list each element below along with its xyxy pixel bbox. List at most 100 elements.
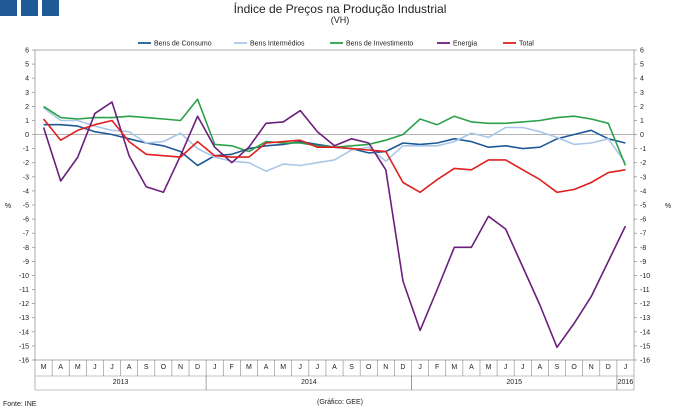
month-label: D xyxy=(606,364,611,371)
y-tick-label-right: -11 xyxy=(640,287,650,294)
month-label: A xyxy=(538,364,543,371)
series-line-energia xyxy=(42,101,627,349)
legend-label: Bens de Consumo xyxy=(154,41,212,48)
month-label: J xyxy=(299,364,303,371)
logo-block-2 xyxy=(21,0,38,16)
y-tick-label-right: -14 xyxy=(640,329,650,336)
y-tick-label-right: 2 xyxy=(640,104,644,111)
y-tick-label-left: -8 xyxy=(23,245,29,252)
y-tick-label-left: -10 xyxy=(19,273,29,280)
y-tick-label-left: 5 xyxy=(25,62,29,69)
y-tick-label-left: 4 xyxy=(25,76,29,83)
month-label: A xyxy=(264,364,269,371)
credit-note: (Gráfico: GEE) xyxy=(317,399,363,406)
year-label: 2016 xyxy=(618,379,634,386)
month-label: J xyxy=(624,364,628,371)
month-label: A xyxy=(58,364,63,371)
x-axis: M A M J J A S O N D J F M A M J J A S O N D J F M A M J J A S O N D J 2013 2… xyxy=(34,360,635,391)
y-tick-label-right: -5 xyxy=(640,203,646,210)
month-label: O xyxy=(161,364,167,371)
y-tick-label-right: -13 xyxy=(640,315,650,322)
source-note: Fonte: INE xyxy=(3,401,37,408)
y-tick-label-left: -11 xyxy=(19,287,29,294)
month-label: J xyxy=(521,364,525,371)
y-tick-label-right: -1 xyxy=(640,146,646,153)
y-tick-label-left: -9 xyxy=(23,259,29,266)
y-tick-label-left: 3 xyxy=(25,90,29,97)
month-label: M xyxy=(41,364,47,371)
y-tick-label-left: 0 xyxy=(25,132,29,139)
month-label: J xyxy=(213,364,217,371)
y-tick-label-left: 2 xyxy=(25,104,29,111)
y-tick-label-left: -6 xyxy=(23,217,29,224)
y-tick-label-left: 1 xyxy=(25,118,29,125)
y-tick-label-right: 4 xyxy=(640,76,644,83)
month-label: A xyxy=(469,364,474,371)
month-label: N xyxy=(589,364,594,371)
series-lines xyxy=(42,98,627,349)
legend: Bens de Consumo Bens Intermédios Bens de I… xyxy=(138,41,534,48)
month-label: S xyxy=(144,364,149,371)
legend-label: Total xyxy=(519,41,534,48)
y-axis-right: 6 5 4 3 2 1 0 -1 -2 -3 -4 -5 -6 -7 -8 -9 -10 -11 -12 -13 -14… xyxy=(634,48,671,365)
y-tick-label-left: -4 xyxy=(23,188,29,195)
y-tick-label-right: 0 xyxy=(640,132,644,139)
month-label: N xyxy=(178,364,183,371)
y-tick-label-right: 3 xyxy=(640,90,644,97)
legend-label: Bens Intermédios xyxy=(250,41,305,48)
y-tick-label-left: -16 xyxy=(19,358,29,365)
chart-title: Índice de Preços na Produção Industrial xyxy=(233,2,447,16)
y-tick-label-right: -4 xyxy=(640,188,646,195)
month-label: A xyxy=(127,364,132,371)
y-tick-label-left: -12 xyxy=(19,301,29,308)
month-label: D xyxy=(195,364,200,371)
month-label: J xyxy=(93,364,97,371)
y-tick-label-right: -7 xyxy=(640,231,646,238)
y-tick-label-left: 6 xyxy=(25,48,29,55)
y-tick-label-right: -15 xyxy=(640,343,650,350)
month-label: S xyxy=(555,364,560,371)
year-label: 2013 xyxy=(113,379,129,386)
month-label: J xyxy=(110,364,114,371)
month-label: M xyxy=(280,364,286,371)
month-label: F xyxy=(435,364,439,371)
y-tick-label-right: 6 xyxy=(640,48,644,55)
month-label: M xyxy=(246,364,252,371)
logo-block-1 xyxy=(0,0,17,16)
y-axis-left: 6 5 4 3 2 1 0 -1 -2 -3 -4 -5 -6 -7 -8 -9 -10 -11 -12 -13 -14… xyxy=(5,48,35,365)
month-label: M xyxy=(486,364,492,371)
y-axis-label-right: % xyxy=(665,203,671,210)
chart-subtitle: (VH) xyxy=(330,15,350,25)
y-tick-label-left: -2 xyxy=(23,160,29,167)
y-tick-label-left: -14 xyxy=(19,329,29,336)
y-tick-label-right: -2 xyxy=(640,160,646,167)
series-line-bens-intermédios xyxy=(43,107,627,172)
month-label: S xyxy=(349,364,354,371)
year-label: 2014 xyxy=(301,379,317,386)
month-label: N xyxy=(383,364,388,371)
legend-label: Bens de Investimento xyxy=(346,41,413,48)
y-tick-label-left: -5 xyxy=(23,203,29,210)
month-label: J xyxy=(316,364,320,371)
y-tick-label-right: -9 xyxy=(640,259,646,266)
logo-block-3 xyxy=(42,0,59,16)
series-line-total xyxy=(42,118,626,194)
y-tick-label-right: 5 xyxy=(640,62,644,69)
y-tick-label-left: -15 xyxy=(19,343,29,350)
y-tick-label-left: -7 xyxy=(23,231,29,238)
y-tick-label-left: -3 xyxy=(23,174,29,181)
y-tick-label-right: -10 xyxy=(640,273,650,280)
month-label: M xyxy=(451,364,457,371)
month-label: O xyxy=(571,364,577,371)
y-axis-label-left: % xyxy=(5,203,11,210)
y-tick-label-left: -1 xyxy=(23,146,29,153)
month-label: J xyxy=(418,364,422,371)
y-tick-label-right: 1 xyxy=(640,118,644,125)
y-tick-label-right: -3 xyxy=(640,174,646,181)
y-tick-label-right: -6 xyxy=(640,217,646,224)
month-label: O xyxy=(366,364,372,371)
y-tick-label-right: -12 xyxy=(640,301,650,308)
month-label: F xyxy=(230,364,234,371)
year-label: 2015 xyxy=(506,379,522,386)
